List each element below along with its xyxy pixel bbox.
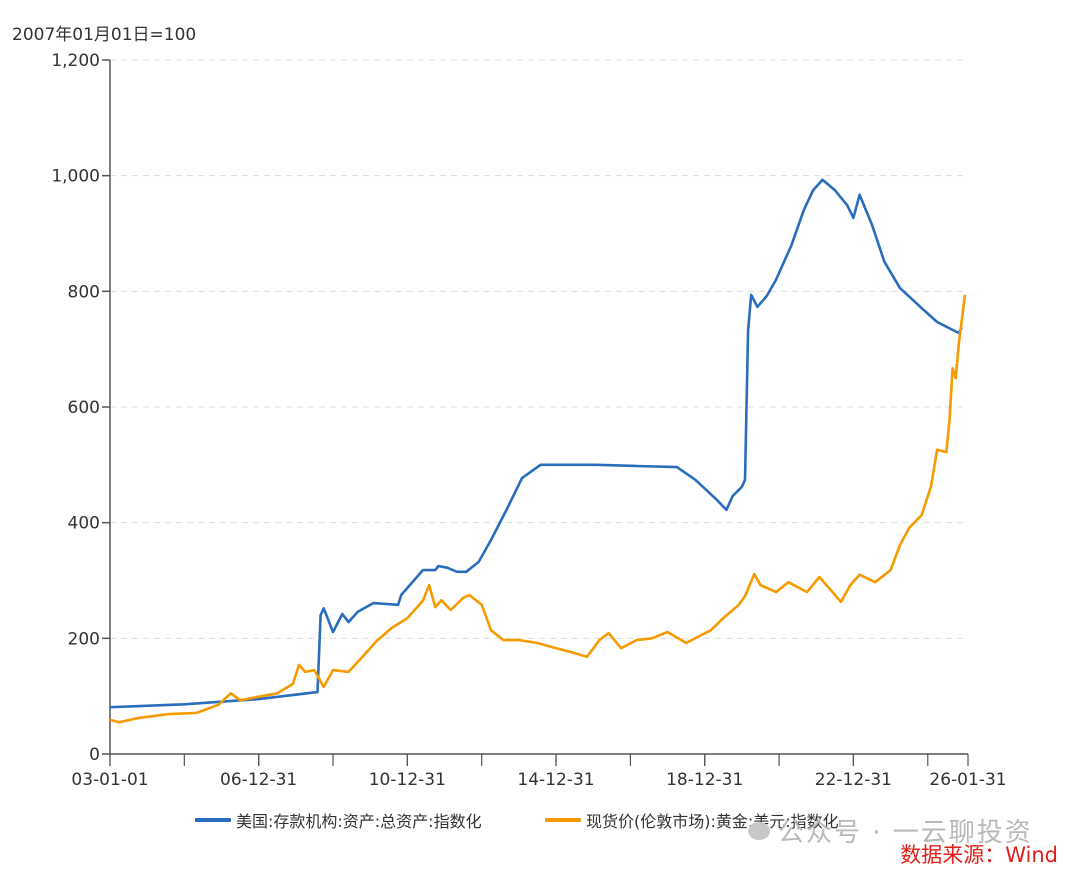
y-tick-label: 400 — [68, 514, 100, 534]
x-tick-label: 26-01-31 — [929, 770, 1006, 790]
y-tick-label: 200 — [68, 629, 100, 649]
x-tick-label: 14-12-31 — [517, 770, 594, 790]
y-tick-label: 1,200 — [51, 51, 100, 71]
data-source: 数据来源：Wind — [900, 843, 1058, 867]
y-tick-label: 800 — [68, 282, 100, 302]
x-tick-label: 22-12-31 — [815, 770, 892, 790]
x-tick-label: 18-12-31 — [666, 770, 743, 790]
wechat-icon — [748, 821, 770, 840]
legend-item-gold-price[interactable]: 现货价(伦敦市场):黄金:美元:指数化 — [545, 808, 839, 832]
watermark-text: 公众号 · 一云聊投资 — [778, 818, 1033, 848]
legend-swatch-blue — [195, 818, 231, 822]
watermark: 公众号 · 一云聊投资 — [748, 812, 1033, 849]
x-tick-label: 10-12-31 — [369, 770, 446, 790]
legend-label: 美国:存款机构:资产:总资产:指数化 — [236, 812, 482, 831]
y-tick-label: 600 — [68, 398, 100, 418]
legend-item-bank-assets[interactable]: 美国:存款机构:资产:总资产:指数化 — [195, 808, 482, 832]
legend-label: 现货价(伦敦市场):黄金:美元:指数化 — [586, 812, 839, 831]
y-tick-label: 1,000 — [51, 167, 100, 187]
x-tick-label: 03-01-01 — [71, 770, 148, 790]
y-tick-label: 0 — [89, 745, 100, 765]
series-line-gold-price — [109, 294, 967, 724]
x-tick-label: 06-12-31 — [220, 770, 297, 790]
series-line-bank-assets — [109, 178, 963, 709]
y-axis-unit-label: 2007年01月01日=100 — [12, 25, 197, 45]
legend-swatch-orange — [545, 818, 581, 822]
